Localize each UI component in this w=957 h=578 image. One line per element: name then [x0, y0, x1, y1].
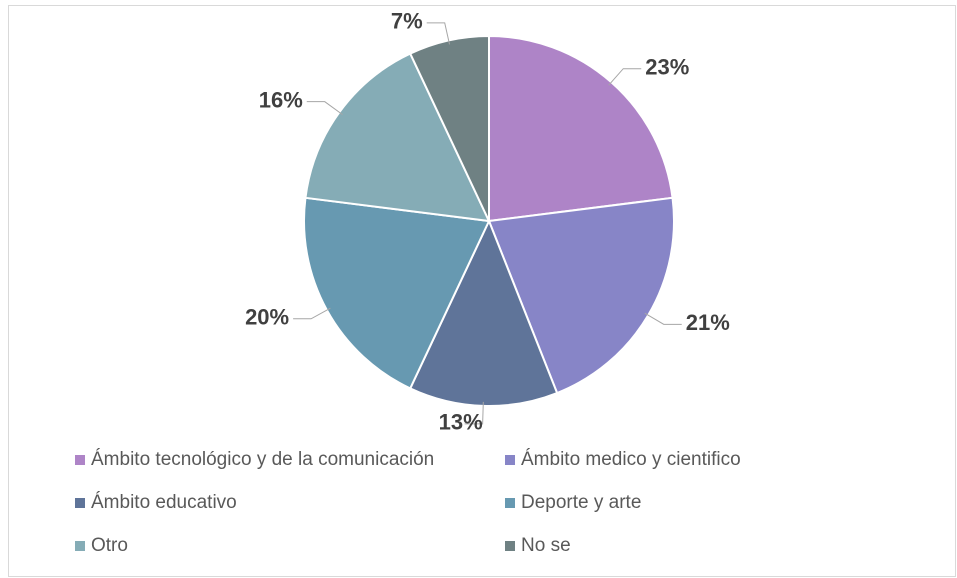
leader-line [426, 22, 451, 45]
leader-line [306, 101, 343, 116]
data-label: 21% [686, 310, 730, 335]
legend-swatch [505, 541, 515, 551]
legend-label: Ámbito tecnológico y de la comunicación [91, 449, 434, 470]
data-label: 13% [439, 410, 483, 435]
legend-swatch [505, 498, 515, 508]
legend-label: Deporte y arte [521, 492, 641, 513]
leader-line [464, 401, 484, 425]
data-label: 23% [645, 55, 689, 80]
legend-swatch [75, 455, 85, 465]
data-label: 7% [391, 9, 423, 34]
data-label: 20% [245, 305, 289, 330]
data-label: 16% [259, 87, 303, 112]
leader-line [293, 307, 331, 320]
legend-label: Ámbito medico y cientifico [521, 449, 741, 470]
legend-swatch [75, 498, 85, 508]
legend-label: Otro [91, 535, 128, 556]
legend-swatch [75, 541, 85, 551]
legend-label: Ámbito educativo [91, 492, 237, 513]
legend-label: No se [521, 535, 571, 556]
legend-swatch [505, 455, 515, 465]
leader-line [644, 312, 682, 325]
leader-line [608, 68, 642, 86]
